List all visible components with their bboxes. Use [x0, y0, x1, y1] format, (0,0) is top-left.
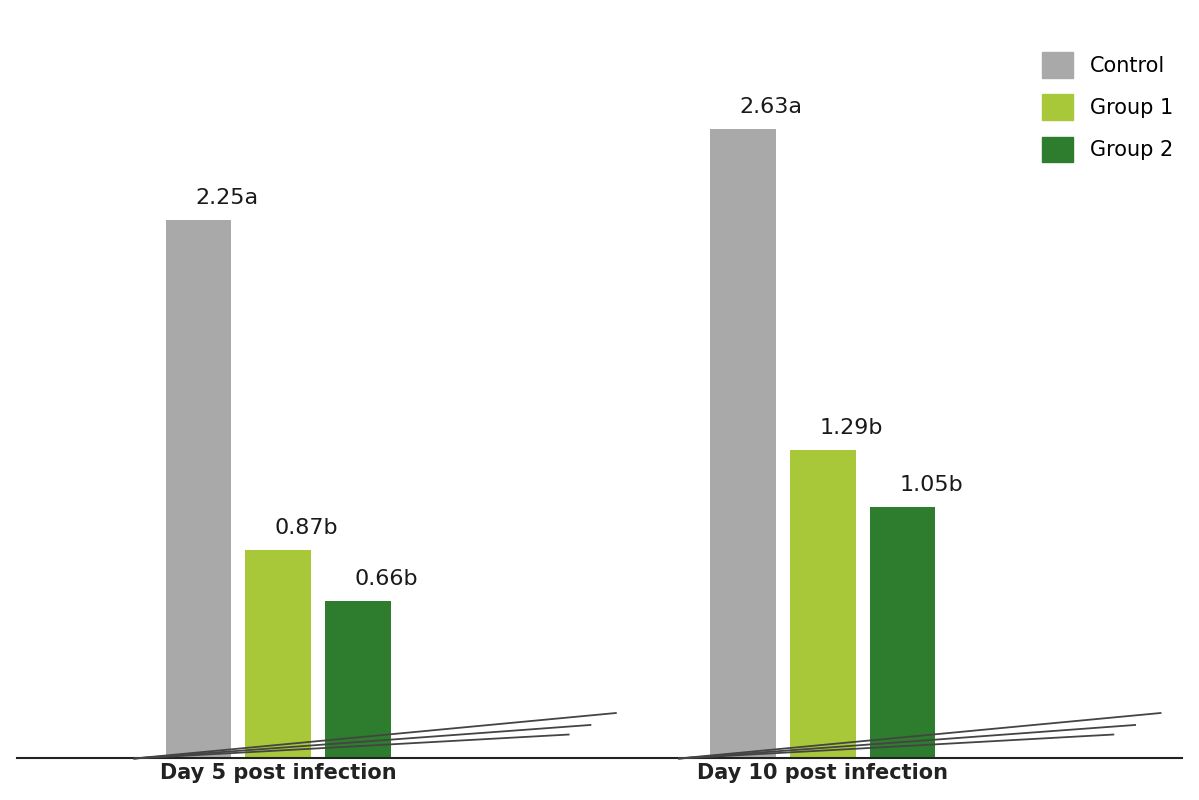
Text: 0.66b: 0.66b [355, 569, 418, 589]
Bar [870, 507, 935, 758]
Text: 1.29b: 1.29b [820, 418, 882, 438]
Legend: Control, Group 1, Group 2: Control, Group 1, Group 2 [1031, 42, 1183, 172]
Bar [246, 550, 311, 758]
Text: 2.25a: 2.25a [195, 188, 258, 208]
Bar [710, 129, 776, 758]
Bar [325, 601, 391, 758]
Text: 2.63a: 2.63a [740, 97, 802, 117]
Bar [790, 450, 856, 758]
Text: 1.05b: 1.05b [899, 475, 963, 495]
Bar [165, 220, 231, 758]
Text: 0.87b: 0.87b [275, 518, 338, 538]
